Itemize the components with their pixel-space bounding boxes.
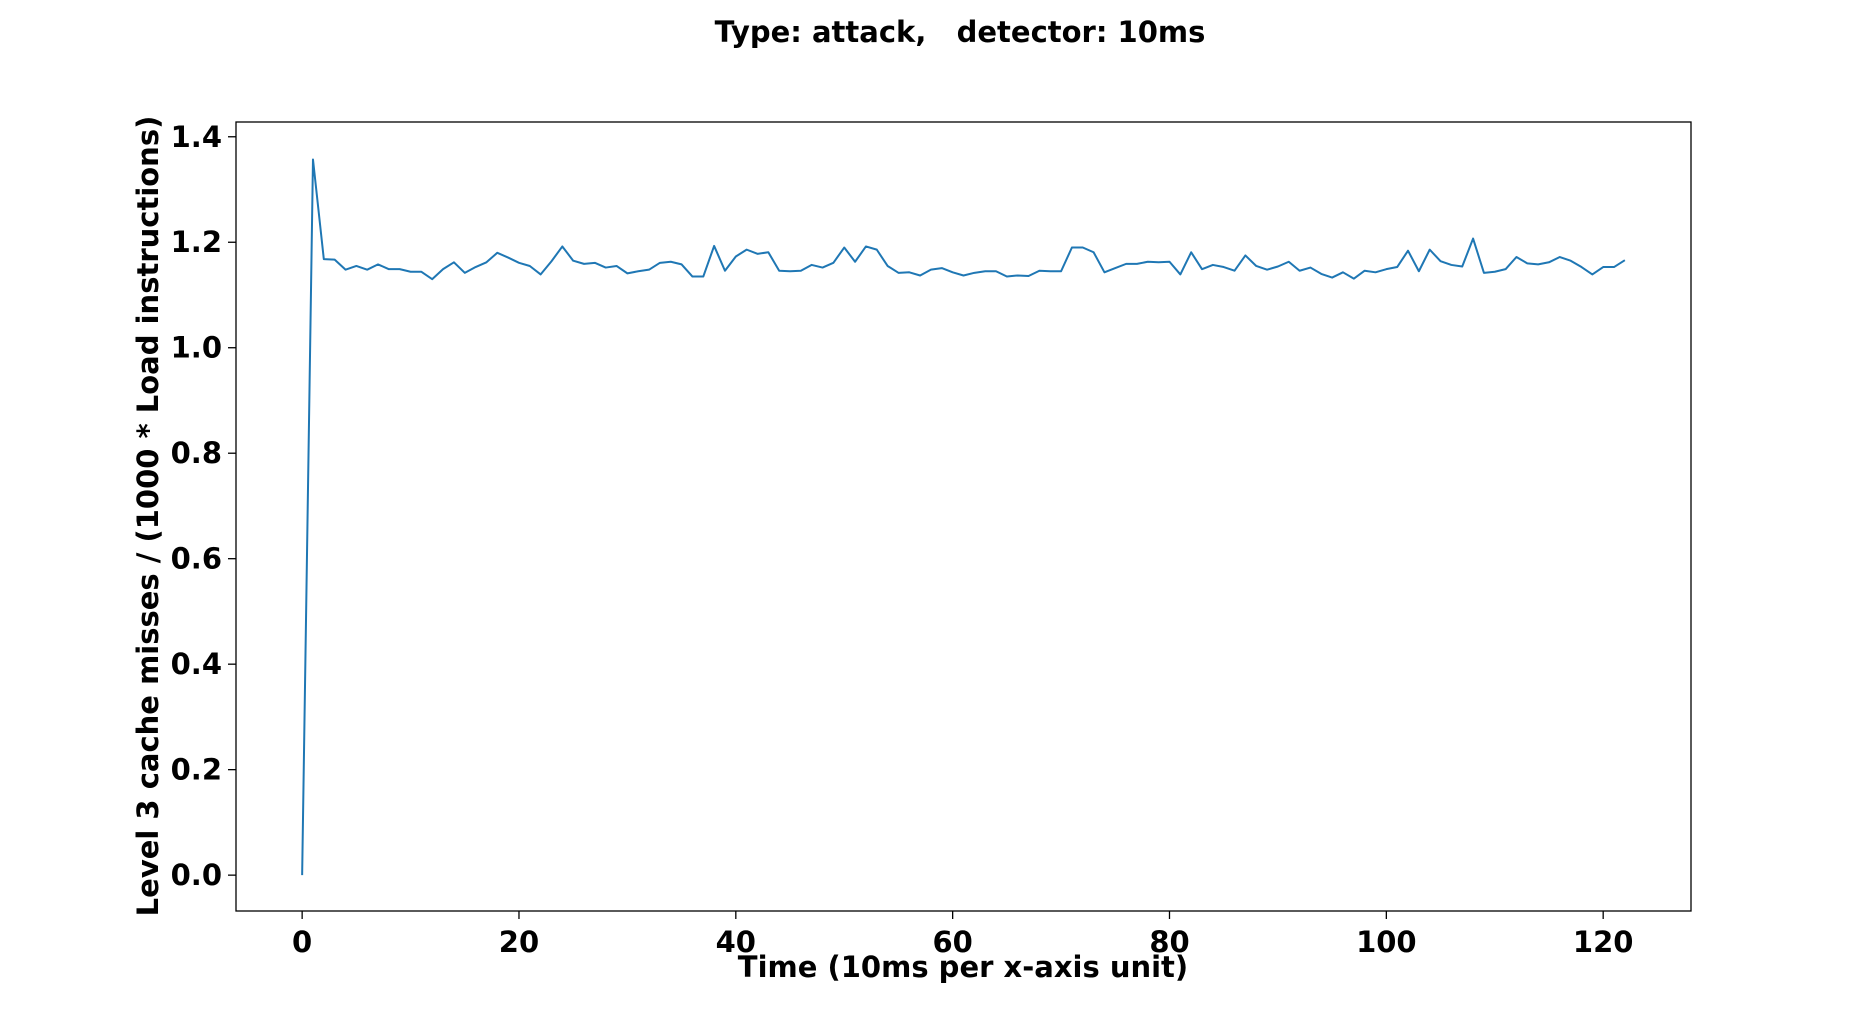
- y-axis-ticks: 0.0 0.2 0.4 0.6 0.8 1.0 1.2 1.4: [171, 120, 236, 892]
- x-tick-label: 0: [292, 925, 312, 959]
- y-tick-label: 0.2: [171, 753, 222, 787]
- x-tick-label: 120: [1573, 925, 1634, 959]
- series-line: [301, 158, 1626, 876]
- y-axis-label: Level 3 cache misses / (1000 * Load inst…: [131, 116, 165, 917]
- series-layer: [301, 158, 1626, 876]
- y-tick-label: 0.6: [171, 542, 222, 576]
- plot-area: [236, 122, 1691, 911]
- x-tick-label: 20: [499, 925, 539, 959]
- y-tick-label: 0.4: [171, 647, 222, 681]
- x-axis-ticks: 0 20 40 60 80 100 120: [292, 911, 1633, 959]
- chart-title: Type: attack, detector: 10ms: [715, 15, 1206, 49]
- plot-frame: [235, 121, 1692, 912]
- x-tick-label: 60: [932, 925, 972, 959]
- x-tick-label: 100: [1356, 925, 1417, 959]
- y-tick-label: 0.0: [171, 858, 222, 892]
- y-tick-label: 1.0: [171, 331, 222, 365]
- y-tick-label: 1.4: [171, 120, 222, 154]
- x-axis-label: Time (10ms per x-axis unit): [738, 950, 1188, 984]
- y-tick-label: 0.8: [171, 436, 222, 470]
- x-tick-label: 40: [716, 925, 756, 959]
- y-tick-label: 1.2: [171, 225, 222, 259]
- x-tick-label: 80: [1149, 925, 1189, 959]
